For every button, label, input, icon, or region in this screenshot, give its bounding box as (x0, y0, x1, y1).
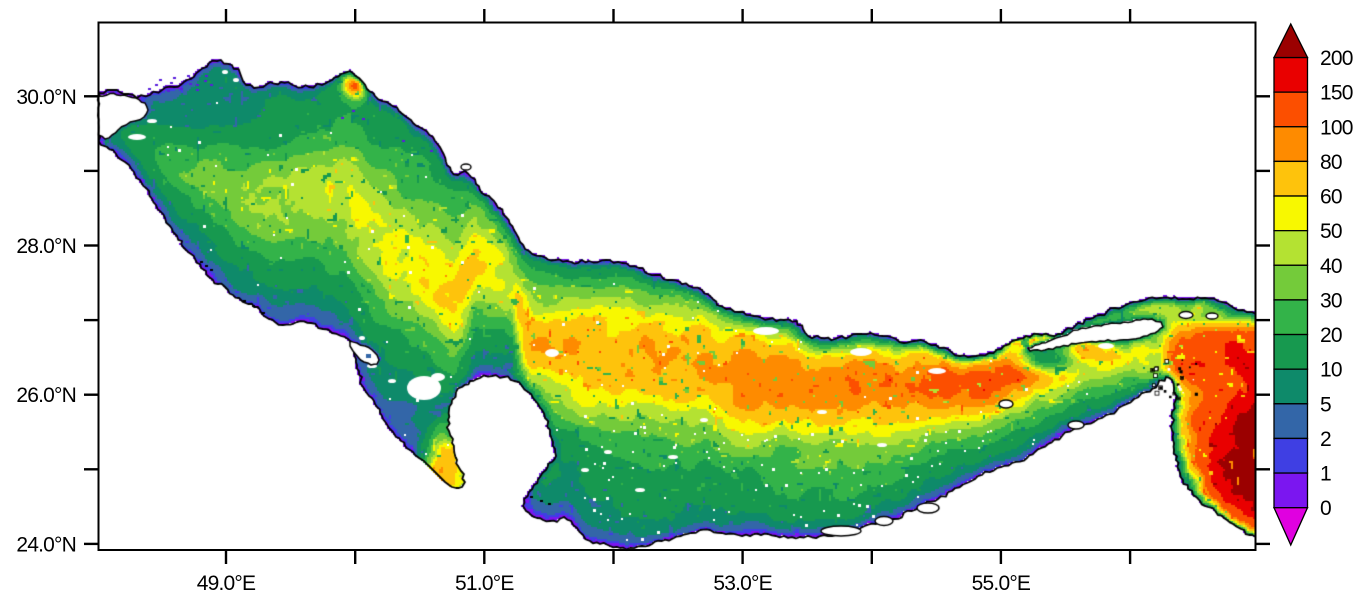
svg-text:24.0°N: 24.0°N (16, 533, 76, 556)
svg-text:80: 80 (1320, 151, 1342, 174)
svg-text:10: 10 (1320, 359, 1342, 382)
svg-text:53.0°E: 53.0°E (713, 572, 772, 595)
svg-text:1: 1 (1320, 463, 1331, 486)
svg-text:5: 5 (1320, 393, 1331, 416)
svg-text:28.0°N: 28.0°N (16, 235, 76, 258)
svg-text:20: 20 (1320, 324, 1342, 347)
svg-text:55.0°E: 55.0°E (972, 572, 1031, 595)
svg-text:150: 150 (1320, 82, 1353, 105)
svg-text:2: 2 (1320, 428, 1331, 451)
svg-text:40: 40 (1320, 255, 1342, 278)
svg-text:0: 0 (1320, 497, 1331, 520)
svg-text:51.0°E: 51.0°E (455, 572, 514, 595)
svg-text:26.0°N: 26.0°N (16, 384, 76, 407)
svg-text:200: 200 (1320, 47, 1353, 70)
svg-text:100: 100 (1320, 116, 1353, 139)
svg-text:30.0°N: 30.0°N (16, 86, 76, 109)
svg-text:49.0°E: 49.0°E (197, 572, 256, 595)
svg-text:60: 60 (1320, 186, 1342, 209)
svg-text:30: 30 (1320, 289, 1342, 312)
svg-text:50: 50 (1320, 220, 1342, 243)
